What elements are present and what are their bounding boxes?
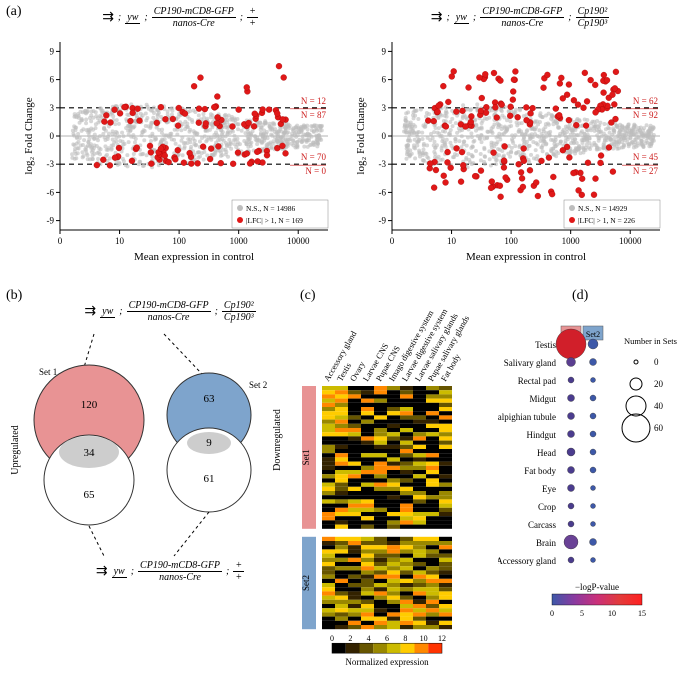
panel-a-right-scatter: -9 -6 -3 0 3 6 9 0 10 100 1000 10000 N = 62 N = 92 N =… <box>350 36 670 266</box>
svg-text:N.S., N = 14986: N.S., N = 14986 <box>246 204 295 213</box>
svg-text:8: 8 <box>403 634 407 643</box>
svg-text:6: 6 <box>382 75 387 85</box>
svg-text:10000: 10000 <box>619 236 642 246</box>
svg-text:N = 0: N = 0 <box>305 166 326 176</box>
svg-text:Head: Head <box>537 448 556 458</box>
svg-text:10: 10 <box>608 609 616 618</box>
svg-text:Carcass: Carcass <box>528 520 556 530</box>
svg-text:9: 9 <box>382 46 387 56</box>
svg-text:Number in Sets: Number in Sets <box>624 336 677 346</box>
svg-text:N = 92: N = 92 <box>633 110 658 120</box>
svg-text:12: 12 <box>438 634 446 643</box>
svg-text:Set2: Set2 <box>586 330 600 339</box>
svg-text:6: 6 <box>50 75 55 85</box>
svg-text:0: 0 <box>550 609 554 618</box>
svg-text:10: 10 <box>115 236 125 246</box>
svg-text:0: 0 <box>58 236 63 246</box>
svg-text:|LFC| > 1, N = 169: |LFC| > 1, N = 169 <box>246 216 303 225</box>
svg-text:Salivary gland: Salivary gland <box>504 358 557 368</box>
svg-text:-6: -6 <box>47 187 55 197</box>
svg-text:9: 9 <box>50 46 55 56</box>
panel-a-left-scatter: -9 -6 -3 0 3 6 9 0 10 100 1000 10000 N = 12 N = 87 N =… <box>18 36 338 266</box>
svg-text:1000: 1000 <box>230 236 249 246</box>
svg-text:-3: -3 <box>47 159 55 169</box>
svg-text:N = 45: N = 45 <box>633 152 659 162</box>
panel-b-venn: 120 34 65 63 9 61 Upregulated Downregulated Set … <box>4 330 294 560</box>
svg-text:2: 2 <box>348 634 352 643</box>
panel-a-right-genotype: ⇉ ; yw ; CP190-mCD8-GFP nanos-Cre ; Cp19… <box>390 6 650 29</box>
svg-text:1000: 1000 <box>562 236 581 246</box>
svg-text:log₂ Fold Change: log₂ Fold Change <box>23 97 35 174</box>
svg-text:60: 60 <box>654 423 664 433</box>
svg-text:34: 34 <box>84 447 96 459</box>
svg-text:9: 9 <box>206 437 212 449</box>
svg-text:3: 3 <box>50 103 55 113</box>
svg-text:15: 15 <box>638 609 646 618</box>
svg-text:0: 0 <box>50 131 55 141</box>
svg-text:-9: -9 <box>379 216 387 226</box>
svg-text:10000: 10000 <box>287 236 310 246</box>
svg-text:10: 10 <box>447 236 457 246</box>
svg-text:N = 62: N = 62 <box>633 96 658 106</box>
svg-text:−logP-value: −logP-value <box>575 582 619 592</box>
svg-text:0: 0 <box>330 634 334 643</box>
svg-text:Set2: Set2 <box>301 575 311 591</box>
panel-a-left-genotype: ⇉ ; yw ; CP190-mCD8-GFP nanos-Cre ; + + <box>60 6 300 29</box>
svg-text:0: 0 <box>382 131 387 141</box>
svg-text:N = 27: N = 27 <box>633 166 659 176</box>
svg-text:N.S., N = 14929: N.S., N = 14929 <box>578 204 627 213</box>
svg-text:-9: -9 <box>47 216 55 226</box>
svg-text:Mean expression in control: Mean expression in control <box>466 251 586 263</box>
svg-text:Malpighian tubule: Malpighian tubule <box>498 412 556 422</box>
arrow-icon: ⇉ <box>102 9 114 26</box>
svg-text:-3: -3 <box>379 159 387 169</box>
svg-text:-6: -6 <box>379 187 387 197</box>
svg-text:Midgut: Midgut <box>529 394 556 404</box>
svg-text:5: 5 <box>580 609 584 618</box>
svg-text:120: 120 <box>81 399 98 411</box>
panel-b-top-genotype: ⇉ yw; CP190-mCD8-GFP nanos-Cre ; Cp190² … <box>60 300 280 323</box>
svg-text:Fat body: Fat body <box>524 466 556 476</box>
panel-b-bot-genotype: ⇉ yw; CP190-mCD8-GFP nanos-Cre ; + + <box>60 560 280 583</box>
svg-text:Accessory gland: Accessory gland <box>498 556 556 566</box>
svg-text:Upregulated: Upregulated <box>10 425 21 474</box>
svg-text:100: 100 <box>172 236 186 246</box>
svg-text:|LFC| > 1, N = 226: |LFC| > 1, N = 226 <box>578 216 635 225</box>
svg-text:0: 0 <box>654 357 659 367</box>
svg-text:Hindgut: Hindgut <box>526 430 556 440</box>
svg-text:Testis: Testis <box>535 340 556 350</box>
svg-text:3: 3 <box>382 103 387 113</box>
svg-text:Crop: Crop <box>538 502 557 512</box>
svg-text:40: 40 <box>654 401 664 411</box>
panel-d-dotplot: Set1Set2TestisSalivary glandRectal padMi… <box>498 300 683 670</box>
svg-text:Downregulated: Downregulated <box>272 409 283 471</box>
svg-text:65: 65 <box>84 489 96 501</box>
panel-a-label: (a) <box>6 4 22 20</box>
svg-text:Set1: Set1 <box>301 449 311 465</box>
svg-text:Brain: Brain <box>536 538 556 548</box>
svg-text:10: 10 <box>420 634 428 643</box>
svg-text:61: 61 <box>204 473 215 485</box>
svg-text:log₂ Fold Change: log₂ Fold Change <box>355 97 367 174</box>
svg-text:6: 6 <box>385 634 389 643</box>
svg-text:Eye: Eye <box>542 484 556 494</box>
svg-text:N = 70: N = 70 <box>301 152 327 162</box>
svg-text:63: 63 <box>204 393 216 405</box>
svg-text:Rectal pad: Rectal pad <box>518 376 557 386</box>
svg-text:100: 100 <box>504 236 518 246</box>
panel-c-heatmap: Accessory glandTestisOvaryLarvae CNSPupa… <box>298 300 498 670</box>
arrow-icon: ⇉ <box>431 9 443 26</box>
svg-text:Set 1: Set 1 <box>39 367 57 377</box>
svg-text:20: 20 <box>654 379 664 389</box>
panel-b-label: (b) <box>6 288 22 304</box>
svg-text:Set 2: Set 2 <box>249 380 267 390</box>
svg-text:4: 4 <box>367 634 371 643</box>
arrow-icon: ⇉ <box>96 563 108 580</box>
svg-text:Normalized expression: Normalized expression <box>345 657 429 667</box>
arrow-icon: ⇉ <box>84 303 96 320</box>
svg-text:N = 12: N = 12 <box>301 96 326 106</box>
svg-text:N = 87: N = 87 <box>301 110 327 120</box>
svg-text:Mean expression in control: Mean expression in control <box>134 251 254 263</box>
svg-text:0: 0 <box>390 236 395 246</box>
